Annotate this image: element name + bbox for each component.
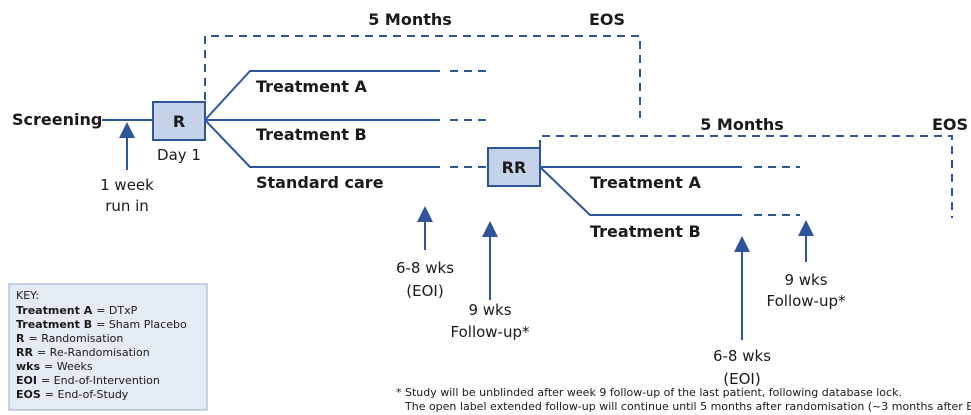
key-entry: wks = Weeks <box>16 360 93 373</box>
timepoint: 9 wks <box>468 301 511 319</box>
day: Day 1 <box>157 146 201 164</box>
key-title: KEY: <box>16 289 39 302</box>
screening: Screening <box>12 110 102 129</box>
key-term: wks <box>16 360 40 373</box>
key-entry: Treatment A = DTxP <box>16 304 138 317</box>
key-definition: = Randomisation <box>28 332 123 345</box>
branches <box>539 166 742 216</box>
key-term: RR <box>16 346 33 359</box>
key-term: Treatment A <box>16 304 93 317</box>
duration: 5 Months <box>368 10 452 29</box>
branches <box>204 70 440 168</box>
dashes <box>754 166 800 216</box>
timepoints: 6-8 wks (EOI) 9 wks Follow-up* 6-8 wks (… <box>396 206 846 388</box>
key-term: R <box>16 332 25 345</box>
arm: Treatment B <box>590 222 701 241</box>
key-definition: = DTxP <box>96 304 137 317</box>
key-definition: = End-of-Intervention <box>41 374 160 387</box>
r-label: R <box>173 112 185 131</box>
bracket <box>204 35 641 118</box>
dashes <box>450 70 488 168</box>
key-box <box>8 283 208 411</box>
timepoint: 6-8 wks <box>713 347 771 365</box>
key-definition: = Sham Placebo <box>96 318 187 331</box>
key-definition: = Re-Randomisation <box>37 346 150 359</box>
timepoint: (EOI) <box>406 282 443 300</box>
key-term: EOI <box>16 374 37 387</box>
arm: Standard care <box>256 173 384 192</box>
key-term: EOS <box>16 388 41 401</box>
eos: EOS <box>932 115 968 134</box>
key-entry: Treatment B = Sham Placebo <box>16 318 187 331</box>
timepoint: (EOI) <box>723 370 760 388</box>
timepoint: 6-8 wks <box>396 259 454 277</box>
run-in: run in <box>105 197 149 215</box>
arm: Treatment B <box>256 125 367 144</box>
arm: Treatment A <box>590 173 701 192</box>
eos: EOS <box>589 10 625 29</box>
run-in: 1 week <box>100 176 154 194</box>
timepoint: Follow-up* <box>767 292 846 310</box>
timepoint: 9 wks <box>784 271 827 289</box>
key-entry: EOS = End-of-Study <box>16 388 129 401</box>
timepoint: Follow-up* <box>451 323 530 341</box>
rr-label: RR <box>502 158 527 177</box>
key-term: Treatment B <box>16 318 92 331</box>
footnote: * Study will be unblinded after week 9 f… <box>396 386 902 399</box>
key-definition: = End-of-Study <box>45 388 129 401</box>
bracket <box>539 135 953 218</box>
key-definition: = Weeks <box>44 360 93 373</box>
footnote: The open label extended follow-up will c… <box>404 400 971 413</box>
duration: 5 Months <box>700 115 784 134</box>
key-entry: RR = Re-Randomisation <box>16 346 150 359</box>
key-entry: EOI = End-of-Intervention <box>16 374 160 387</box>
arm: Treatment A <box>256 77 367 96</box>
key-entry: R = Randomisation <box>16 332 123 345</box>
